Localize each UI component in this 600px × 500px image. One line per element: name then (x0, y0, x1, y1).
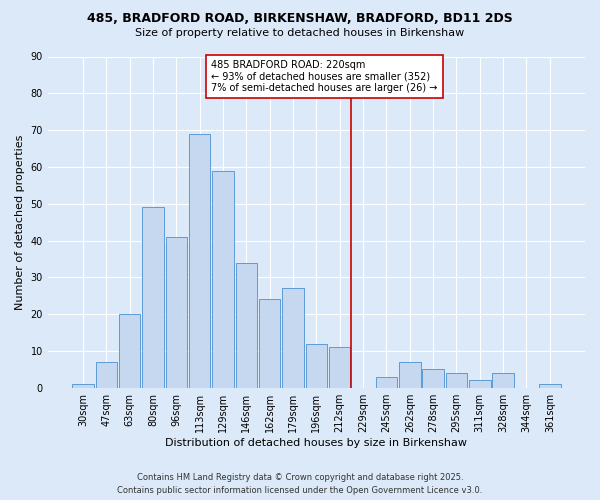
Bar (376, 376, 397, 388)
Bar (539, 384, 560, 388)
Bar (283, 288, 304, 388)
Bar (95, 362, 117, 388)
Text: Contains HM Land Registry data © Crown copyright and database right 2025.
Contai: Contains HM Land Registry data © Crown c… (118, 474, 482, 495)
Bar (236, 262, 257, 388)
Bar (119, 314, 140, 388)
Bar (189, 134, 211, 388)
Bar (469, 380, 491, 388)
Bar (446, 373, 467, 388)
Y-axis label: Number of detached properties: Number of detached properties (15, 134, 25, 310)
Bar (259, 300, 280, 388)
Bar (212, 170, 234, 388)
Text: 485, BRADFORD ROAD, BIRKENSHAW, BRADFORD, BD11 2DS: 485, BRADFORD ROAD, BIRKENSHAW, BRADFORD… (87, 12, 513, 26)
Text: Size of property relative to detached houses in Birkenshaw: Size of property relative to detached ho… (136, 28, 464, 38)
X-axis label: Distribution of detached houses by size in Birkenshaw: Distribution of detached houses by size … (166, 438, 467, 448)
Bar (142, 208, 164, 388)
Text: 485 BRADFORD ROAD: 220sqm
← 93% of detached houses are smaller (352)
7% of semi-: 485 BRADFORD ROAD: 220sqm ← 93% of detac… (211, 60, 438, 94)
Bar (305, 344, 327, 388)
Bar (166, 237, 187, 388)
Bar (329, 347, 350, 388)
Bar (422, 370, 444, 388)
Bar (72, 384, 94, 388)
Bar (493, 373, 514, 388)
Bar (399, 362, 421, 388)
